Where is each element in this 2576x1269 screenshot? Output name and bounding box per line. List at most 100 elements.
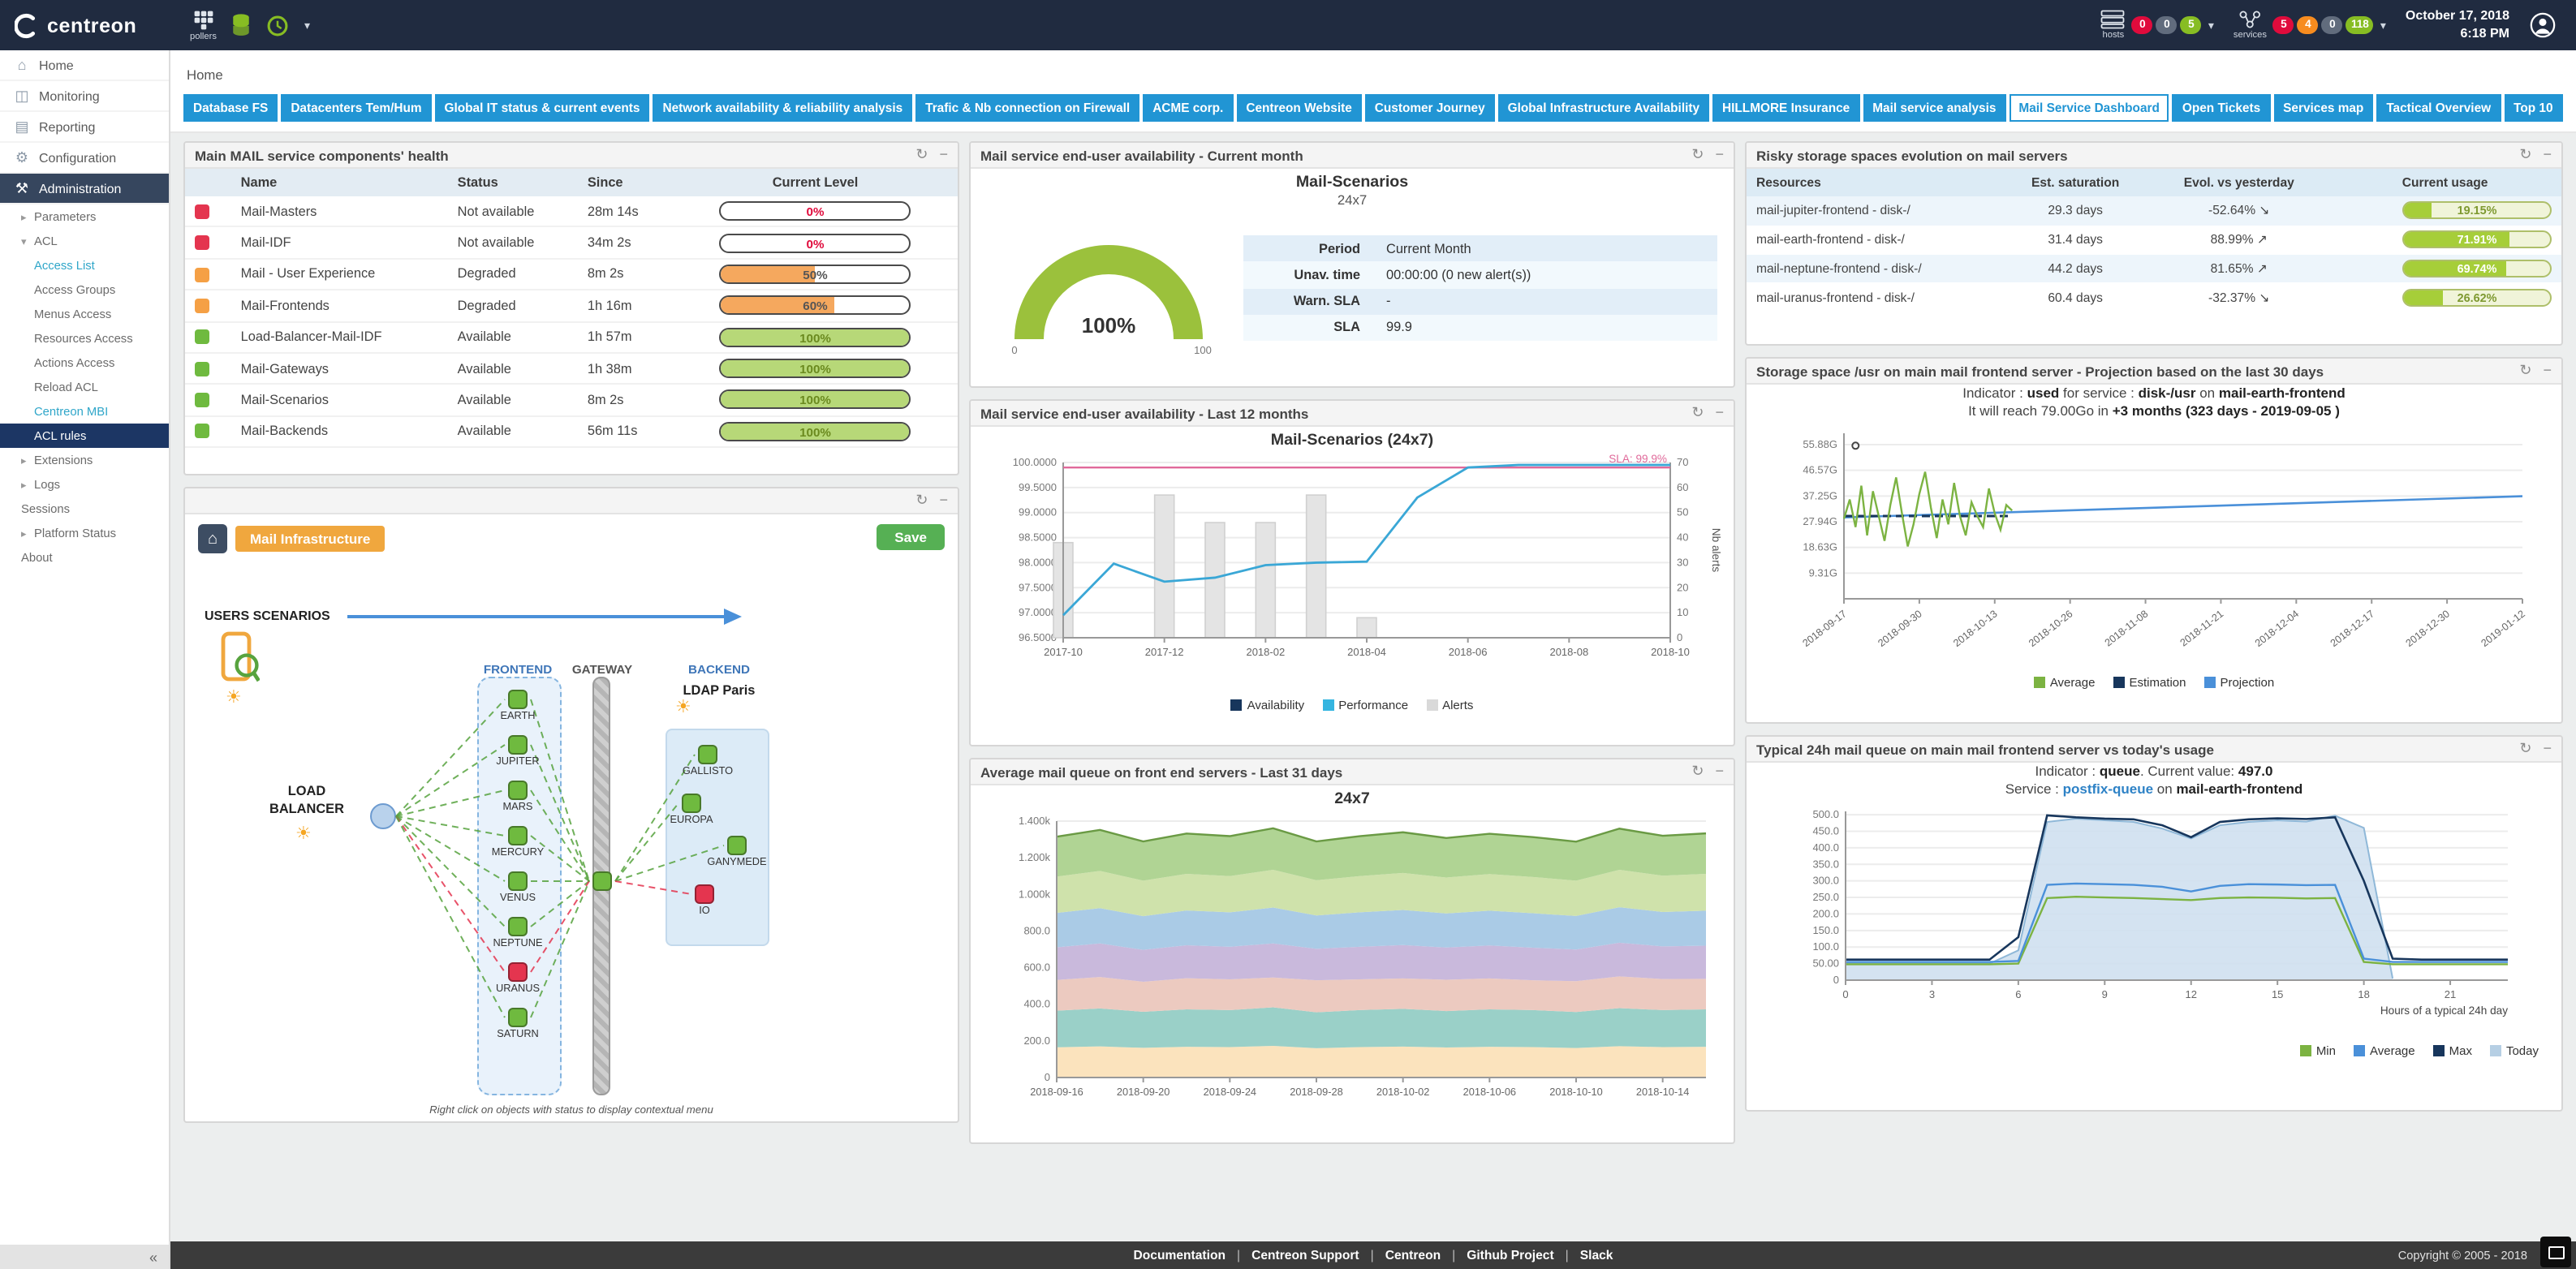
save-button[interactable]: Save: [877, 524, 945, 550]
refresh-icon[interactable]: ↻: [915, 146, 928, 162]
centreon-logo[interactable]: centreon: [0, 12, 170, 38]
minimize-icon[interactable]: −: [939, 492, 948, 508]
services-status-group[interactable]: services 5 4 0 118 ▾: [2234, 10, 2386, 41]
tab-global-it-status-current-events[interactable]: Global IT status & current events: [434, 94, 650, 122]
sidebar-item-configuration[interactable]: ⚙ Configuration: [0, 143, 169, 174]
sidebar-item-parameters[interactable]: ▸ Parameters: [0, 204, 169, 229]
sidebar-item-logs[interactable]: ▸ Logs: [0, 472, 169, 497]
breadcrumb[interactable]: Home: [187, 67, 223, 83]
minimize-icon[interactable]: −: [1715, 404, 1724, 420]
refresh-icon[interactable]: ↻: [2519, 362, 2532, 378]
chevron-down-icon[interactable]: ▾: [304, 20, 310, 32]
user-avatar-icon[interactable]: [2529, 11, 2557, 39]
hosts-count-badge[interactable]: 5: [2180, 16, 2202, 34]
minimize-icon[interactable]: −: [1715, 146, 1724, 162]
table-row[interactable]: Mail-Masters Not available 28m 14s 0%: [185, 196, 958, 228]
services-count-badge[interactable]: 4: [2297, 16, 2319, 34]
node-jupiter[interactable]: [508, 735, 528, 755]
footer-link-centreon-support[interactable]: Centreon Support: [1251, 1248, 1359, 1263]
scheduler-icon[interactable]: [267, 14, 290, 37]
sidebar-item-centreon-mbi[interactable]: Centreon MBI: [0, 399, 169, 424]
tab-top-10[interactable]: Top 10: [2504, 94, 2563, 122]
refresh-icon[interactable]: ↻: [1691, 404, 1704, 420]
tab-tactical-overview[interactable]: Tactical Overview: [2376, 94, 2501, 122]
tab-services-map[interactable]: Services map: [2273, 94, 2374, 122]
node-earth[interactable]: [508, 690, 528, 709]
tab-hillmore-insurance[interactable]: HILLMORE Insurance: [1712, 94, 1860, 122]
table-row[interactable]: mail-neptune-frontend - disk-/44.2 days 8…: [1747, 254, 2561, 283]
table-row[interactable]: Mail-IDF Not available 34m 2s 0%: [185, 226, 958, 260]
sidebar-item-access-list[interactable]: Access List: [0, 253, 169, 277]
refresh-icon[interactable]: ↻: [1691, 146, 1704, 162]
node-europa[interactable]: [682, 794, 701, 813]
node-saturn[interactable]: [508, 1008, 528, 1027]
collapse-sidebar-button[interactable]: «: [149, 1249, 157, 1265]
services-count-badge[interactable]: 118: [2346, 16, 2374, 34]
sidebar-item-menus-access[interactable]: Menus Access: [0, 302, 169, 326]
table-row[interactable]: Mail-Backends Available 56m 11s 100%: [185, 415, 958, 449]
node-venus[interactable]: [508, 871, 528, 891]
tab-customer-journey[interactable]: Customer Journey: [1364, 94, 1495, 122]
node-mercury[interactable]: [508, 826, 528, 845]
sidebar-item-reload-acl[interactable]: Reload ACL: [0, 375, 169, 399]
node-gallisto[interactable]: [698, 745, 717, 764]
sidebar-item-sessions[interactable]: Sessions: [0, 497, 169, 521]
services-count-badge[interactable]: 5: [2272, 16, 2294, 34]
minimize-icon[interactable]: −: [2543, 740, 2552, 756]
tab-global-infrastructure-availability[interactable]: Global Infrastructure Availability: [1497, 94, 1710, 122]
table-row[interactable]: Mail-Frontends Degraded 1h 16m 60%: [185, 290, 958, 323]
minimize-icon[interactable]: −: [2543, 146, 2552, 162]
tab-open-tickets[interactable]: Open Tickets: [2172, 94, 2271, 122]
tab-mail-service-analysis[interactable]: Mail service analysis: [1863, 94, 2006, 122]
footer-link-slack[interactable]: Slack: [1579, 1248, 1613, 1263]
sidebar-item-acl-rules[interactable]: ACL rules: [0, 424, 169, 448]
hosts-count-badge[interactable]: 0: [2156, 16, 2178, 34]
table-row[interactable]: Load-Balancer-Mail-IDF Available 1h 57m 100…: [185, 321, 958, 354]
databases-icon[interactable]: [231, 13, 252, 37]
pollers-menu[interactable]: pollers: [190, 9, 217, 41]
node-ganymede[interactable]: [727, 836, 747, 855]
tab-trafic-nb-connection-on-firewall[interactable]: Trafic & Nb connection on Firewall: [915, 94, 1140, 122]
chevron-down-icon[interactable]: ▾: [2380, 20, 2386, 32]
table-row[interactable]: mail-uranus-frontend - disk-/ 60.4 days -3…: [1747, 283, 2561, 312]
sidebar-item-platform-status[interactable]: ▸ Platform Status: [0, 521, 169, 545]
sidebar-item-access-groups[interactable]: Access Groups: [0, 277, 169, 302]
services-count-badge[interactable]: 0: [2321, 16, 2343, 34]
tab-network-availability-reliability-analysis[interactable]: Network availability & reliability analy…: [653, 94, 913, 122]
node-uranus[interactable]: [508, 962, 528, 982]
refresh-icon[interactable]: ↻: [2519, 740, 2532, 756]
refresh-icon[interactable]: ↻: [915, 492, 928, 508]
sidebar-item-resources-access[interactable]: Resources Access: [0, 326, 169, 351]
refresh-icon[interactable]: ↻: [1691, 763, 1704, 779]
sidebar-item-administration[interactable]: ⚒ Administration: [0, 174, 169, 204]
footer-link-github-project[interactable]: Github Project: [1467, 1248, 1554, 1263]
footer-link-documentation[interactable]: Documentation: [1133, 1248, 1226, 1263]
sidebar-item-acl[interactable]: ▾ ACL: [0, 229, 169, 253]
refresh-icon[interactable]: ↻: [2519, 146, 2532, 162]
node-neptune[interactable]: [508, 917, 528, 936]
sidebar-item-monitoring[interactable]: ◫ Monitoring: [0, 81, 169, 112]
minimize-icon[interactable]: −: [2543, 362, 2552, 378]
node-[interactable]: [592, 871, 612, 891]
node-io[interactable]: [695, 884, 714, 904]
home-icon[interactable]: ⌂: [198, 524, 227, 553]
fullscreen-button[interactable]: [2540, 1237, 2571, 1267]
sidebar-item-reporting[interactable]: ▤ Reporting: [0, 112, 169, 143]
tab-mail-service-dashboard[interactable]: Mail Service Dashboard: [2009, 94, 2169, 122]
sidebar-item-about[interactable]: About: [0, 545, 169, 570]
sidebar-item-home[interactable]: ⌂ Home: [0, 50, 169, 81]
minimize-icon[interactable]: −: [939, 146, 948, 162]
minimize-icon[interactable]: −: [1715, 763, 1724, 779]
chevron-down-icon[interactable]: ▾: [2208, 20, 2214, 32]
table-row[interactable]: mail-earth-frontend - disk-/ 31.4 days 88.…: [1747, 226, 2561, 255]
footer-link-centreon[interactable]: Centreon: [1385, 1248, 1441, 1263]
tab-acme-corp[interactable]: ACME corp.: [1143, 94, 1234, 122]
table-row[interactable]: Mail - User Experience Degraded 8m 2s 50%: [185, 258, 958, 291]
tab-centreon-website[interactable]: Centreon Website: [1236, 94, 1362, 122]
table-row[interactable]: Mail-Scenarios Available 8m 2s 100%: [185, 384, 958, 417]
tab-database-fs[interactable]: Database FS: [183, 94, 278, 122]
tab-datacenters-tem-hum[interactable]: Datacenters Tem/Hum: [281, 94, 432, 122]
sidebar-item-extensions[interactable]: ▸ Extensions: [0, 448, 169, 472]
sidebar-item-actions-access[interactable]: Actions Access: [0, 351, 169, 375]
